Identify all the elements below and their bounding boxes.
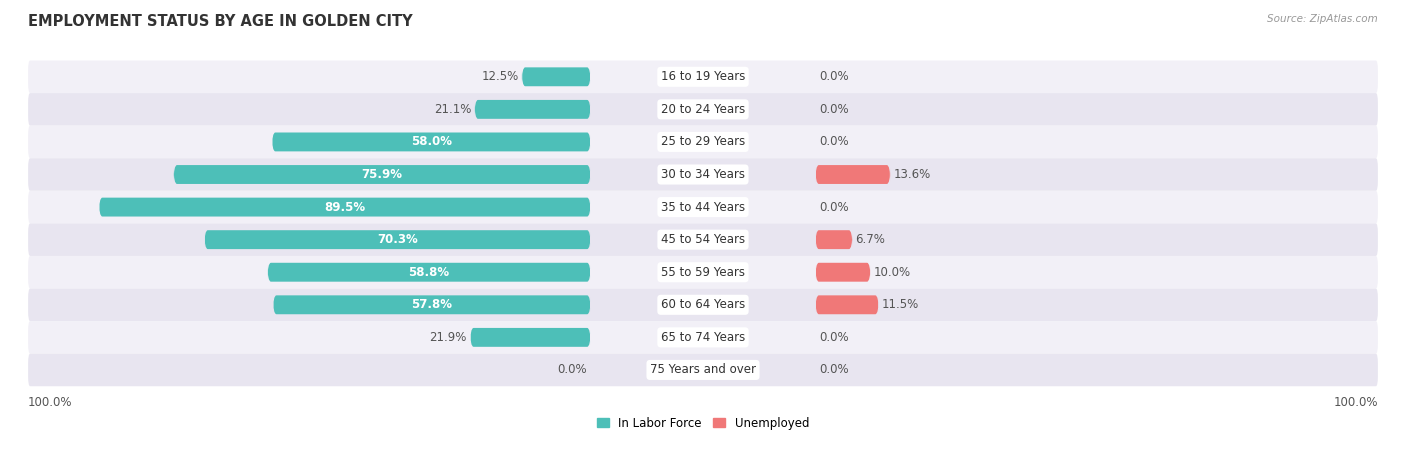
FancyBboxPatch shape [267,263,591,282]
Text: 11.5%: 11.5% [882,298,920,311]
FancyBboxPatch shape [470,328,591,347]
FancyBboxPatch shape [204,230,591,249]
Text: 100.0%: 100.0% [1333,396,1378,409]
Text: 45 to 54 Years: 45 to 54 Years [661,233,745,246]
Text: 75.9%: 75.9% [361,168,402,181]
Text: 10.0%: 10.0% [873,266,911,279]
Text: 0.0%: 0.0% [818,201,848,214]
Text: 25 to 29 Years: 25 to 29 Years [661,135,745,148]
Text: 65 to 74 Years: 65 to 74 Years [661,331,745,344]
Text: 0.0%: 0.0% [818,135,848,148]
Text: Source: ZipAtlas.com: Source: ZipAtlas.com [1267,14,1378,23]
FancyBboxPatch shape [815,165,890,184]
Text: 0.0%: 0.0% [818,103,848,116]
Text: 30 to 34 Years: 30 to 34 Years [661,168,745,181]
Text: 89.5%: 89.5% [325,201,366,214]
FancyBboxPatch shape [815,263,870,282]
FancyBboxPatch shape [815,295,879,314]
Text: 57.8%: 57.8% [412,298,453,311]
FancyBboxPatch shape [28,354,1378,386]
Text: 35 to 44 Years: 35 to 44 Years [661,201,745,214]
FancyBboxPatch shape [28,321,1378,354]
Text: 21.9%: 21.9% [430,331,467,344]
FancyBboxPatch shape [522,68,591,86]
FancyBboxPatch shape [475,100,591,119]
FancyBboxPatch shape [28,256,1378,288]
Text: 0.0%: 0.0% [818,364,848,377]
FancyBboxPatch shape [28,126,1378,158]
Text: 58.0%: 58.0% [411,135,451,148]
Text: 55 to 59 Years: 55 to 59 Years [661,266,745,279]
FancyBboxPatch shape [28,158,1378,191]
Text: 6.7%: 6.7% [856,233,886,246]
FancyBboxPatch shape [815,230,852,249]
FancyBboxPatch shape [271,132,591,151]
Text: 0.0%: 0.0% [818,331,848,344]
FancyBboxPatch shape [273,295,591,314]
Text: 70.3%: 70.3% [377,233,418,246]
Text: 100.0%: 100.0% [28,396,73,409]
FancyBboxPatch shape [98,198,591,216]
Text: 12.5%: 12.5% [481,70,519,83]
Text: EMPLOYMENT STATUS BY AGE IN GOLDEN CITY: EMPLOYMENT STATUS BY AGE IN GOLDEN CITY [28,14,413,28]
FancyBboxPatch shape [28,288,1378,321]
Legend: In Labor Force, Unemployed: In Labor Force, Unemployed [592,412,814,435]
Text: 16 to 19 Years: 16 to 19 Years [661,70,745,83]
Text: 13.6%: 13.6% [893,168,931,181]
FancyBboxPatch shape [28,60,1378,93]
FancyBboxPatch shape [28,223,1378,256]
Text: 0.0%: 0.0% [558,364,588,377]
Text: 20 to 24 Years: 20 to 24 Years [661,103,745,116]
FancyBboxPatch shape [28,191,1378,223]
Text: 58.8%: 58.8% [409,266,450,279]
FancyBboxPatch shape [174,165,591,184]
FancyBboxPatch shape [28,93,1378,126]
Text: 60 to 64 Years: 60 to 64 Years [661,298,745,311]
Text: 75 Years and over: 75 Years and over [650,364,756,377]
Text: 21.1%: 21.1% [434,103,471,116]
Text: 0.0%: 0.0% [818,70,848,83]
